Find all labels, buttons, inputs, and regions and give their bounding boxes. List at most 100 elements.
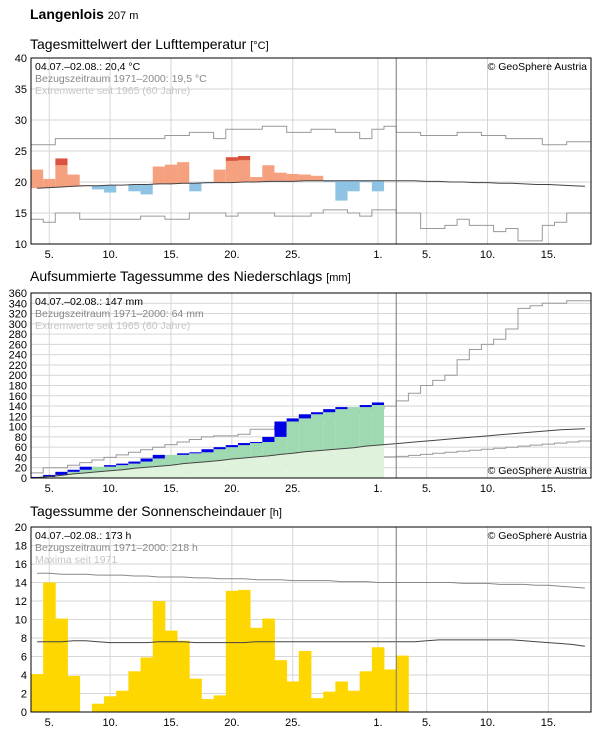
sun-y-tick-label: 10 <box>15 615 27 627</box>
sun-bar <box>371 647 385 712</box>
precip-normal-fill <box>213 460 226 478</box>
precip-daily-bar <box>189 452 202 454</box>
precip-daily-bar <box>286 418 299 422</box>
sun-y-tick-label: 20 <box>15 522 27 534</box>
precip-normal-fill <box>347 447 360 478</box>
temp-min-extreme-line <box>31 209 591 242</box>
temp-bar-cold <box>91 185 105 190</box>
temp-bar-cold <box>323 180 336 182</box>
temp-plot-frame <box>30 57 592 245</box>
precip-daily-bar <box>31 476 44 478</box>
precip-daily-bar <box>128 461 141 464</box>
sun-bar <box>104 696 117 712</box>
sun-chart-group: 0 2 4 6 8 10 12 14 16 18 20 5. 10. 15. 20. 25. 1. 5. 10. 15… <box>15 522 592 729</box>
precip-daily-bar <box>67 469 80 472</box>
precip-y-tick-label: 260 <box>9 339 27 351</box>
sun-x-tick-label: 1. <box>373 717 382 729</box>
temp-x-tick-label: 15. <box>163 249 178 261</box>
precip-daily-bar <box>359 405 372 408</box>
precip-surplus-fill <box>67 471 80 474</box>
temp-bar-cold <box>140 184 153 195</box>
temp-bar-warm <box>164 164 178 184</box>
precip-daily-bar <box>323 409 336 413</box>
precip-normal-fill <box>359 446 372 478</box>
precip-normal-fill <box>152 466 165 478</box>
sun-bar <box>225 590 239 712</box>
precip-normal-fill <box>286 453 299 478</box>
precip-surplus-fill <box>262 442 275 456</box>
precip-surplus-fill <box>152 458 165 467</box>
temp-unit: [°C] <box>250 40 269 52</box>
temp-bar-warm <box>262 165 275 182</box>
temp-y-tick-label: 40 <box>15 53 27 65</box>
temp-bar-warm <box>213 169 226 183</box>
precip-normal-fill <box>91 471 105 478</box>
sun-y-tick-label: 14 <box>15 578 27 590</box>
sun-x-tick-label: 20. <box>224 717 239 729</box>
temp-info-line: Bezugszeitraum 1971–2000: 19,5 °C <box>35 73 207 85</box>
precip-normal-fill <box>274 454 287 478</box>
precip-surplus-fill <box>140 461 153 468</box>
sun-bar <box>91 703 105 712</box>
precip-info-line: 04.07.–02.08.: 147 mm <box>35 296 143 308</box>
sun-bar <box>347 690 361 712</box>
sun-bar <box>323 691 336 712</box>
sun-bar <box>286 681 300 712</box>
precip-surplus-fill <box>91 466 105 472</box>
temp-bar-warm <box>250 177 263 182</box>
temp-x-tick-label: 10. <box>102 249 117 261</box>
precip-surplus-fill <box>225 447 238 459</box>
sun-bar <box>140 657 154 712</box>
temp-bar-warm <box>177 162 190 184</box>
sun-chart-title: Tagessumme der Sonnenscheindauer [h] <box>30 503 282 519</box>
precip-y-tick-label: 40 <box>15 452 27 464</box>
precip-unit: [mm] <box>326 272 351 284</box>
temp-y-tick-label: 20 <box>15 177 27 189</box>
sun-bar <box>152 601 166 712</box>
precip-x-tick-label: 10. <box>102 483 117 495</box>
sun-x-tick-label: 15. <box>541 717 556 729</box>
precip-x-tick-label: 25. <box>285 483 300 495</box>
temp-bar-cold <box>189 183 202 192</box>
precip-normal-fill <box>311 450 324 478</box>
sun-max-line <box>37 572 585 589</box>
precip-normal-fill <box>55 475 68 478</box>
precip-daily-bar <box>116 463 129 466</box>
temp-bar-warm <box>286 173 299 182</box>
precip-surplus-fill <box>286 421 299 454</box>
temp-max-extreme-line <box>31 125 591 146</box>
precip-normal-fill <box>177 463 190 478</box>
precip-daily-bar <box>104 465 117 467</box>
precip-chart-group: 0204060801001201401601802002202402602803… <box>9 288 592 495</box>
precip-daily-bar <box>201 449 214 453</box>
sun-bar <box>359 671 373 712</box>
precip-normal-fill <box>225 458 238 478</box>
sun-x-tick-label: 10. <box>480 717 495 729</box>
precip-y-tick-label: 60 <box>15 442 27 454</box>
precip-normal-fill <box>43 476 56 478</box>
temp-bar-warm <box>237 160 251 182</box>
temp-bar-warm <box>55 165 68 187</box>
sun-info-line: Bezugszeitraum 1971–2000: 218 h <box>35 542 198 554</box>
temp-chart-title: Tagesmittelwert der Lufttemperatur [°C] <box>30 36 269 52</box>
temp-bar-warm <box>43 178 56 188</box>
temp-y-tick-label: 35 <box>15 84 27 96</box>
precip-normal-fill <box>79 472 92 478</box>
temp-info-line: Extremwerte seit 1965 (60 Jahre) <box>35 85 190 97</box>
sun-bar <box>298 650 312 712</box>
sun-bar <box>31 674 44 712</box>
precip-daily-bar <box>237 443 251 446</box>
precip-normal-fill <box>237 457 251 478</box>
sun-y-tick-label: 8 <box>21 633 27 645</box>
precip-x-tick-label: 1. <box>373 483 382 495</box>
precip-x-tick-label: 10. <box>480 483 495 495</box>
sun-y-tick-label: 18 <box>15 541 27 553</box>
precip-y-tick-label: 300 <box>9 319 27 331</box>
precip-x-tick-label: 15. <box>163 483 178 495</box>
sun-unit: [h] <box>269 507 282 519</box>
precip-surplus-fill <box>298 418 311 452</box>
precip-surplus-fill <box>250 443 263 457</box>
precip-daily-bar <box>262 436 275 443</box>
station-elevation: 207 m <box>107 10 139 22</box>
